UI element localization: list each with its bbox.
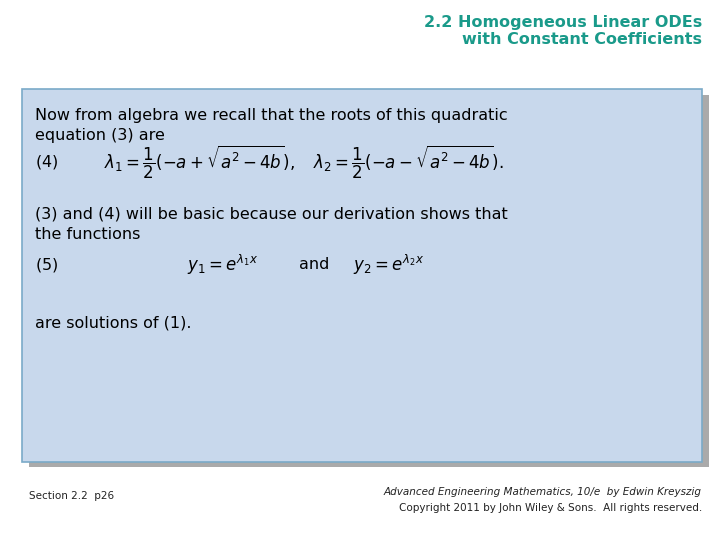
- Text: 2.2 Homogeneous Linear ODEs: 2.2 Homogeneous Linear ODEs: [424, 15, 702, 30]
- Text: $\lambda_1 = \dfrac{1}{2}(-a+\sqrt{a^2-4b}),\quad \lambda_2 = \dfrac{1}{2}(-a-\s: $\lambda_1 = \dfrac{1}{2}(-a+\sqrt{a^2-4…: [104, 143, 504, 181]
- Text: $y_2 = e^{\lambda_2 x}$: $y_2 = e^{\lambda_2 x}$: [353, 252, 424, 277]
- Text: and: and: [299, 257, 329, 272]
- Text: $(4)$: $(4)$: [35, 153, 58, 171]
- Text: with Constant Coefficients: with Constant Coefficients: [462, 32, 702, 48]
- Text: $(5)$: $(5)$: [35, 255, 58, 274]
- Text: $y_1 = e^{\lambda_1 x}$: $y_1 = e^{\lambda_1 x}$: [187, 252, 258, 277]
- Text: Section 2.2  p26: Section 2.2 p26: [29, 491, 114, 502]
- Text: Now from algebra we recall that the roots of this quadratic: Now from algebra we recall that the root…: [35, 108, 507, 123]
- Text: Copyright 2011 by John Wiley & Sons.  All rights reserved.: Copyright 2011 by John Wiley & Sons. All…: [399, 503, 702, 514]
- Text: are solutions of (1).: are solutions of (1).: [35, 316, 191, 331]
- FancyBboxPatch shape: [22, 89, 702, 462]
- Text: the functions: the functions: [35, 227, 140, 242]
- Text: Advanced Engineering Mathematics, 10/e  by Edwin Kreyszig: Advanced Engineering Mathematics, 10/e b…: [384, 487, 702, 497]
- Text: equation (3) are: equation (3) are: [35, 128, 164, 143]
- FancyBboxPatch shape: [29, 94, 709, 467]
- Text: (3) and (4) will be basic because our derivation shows that: (3) and (4) will be basic because our de…: [35, 207, 508, 222]
